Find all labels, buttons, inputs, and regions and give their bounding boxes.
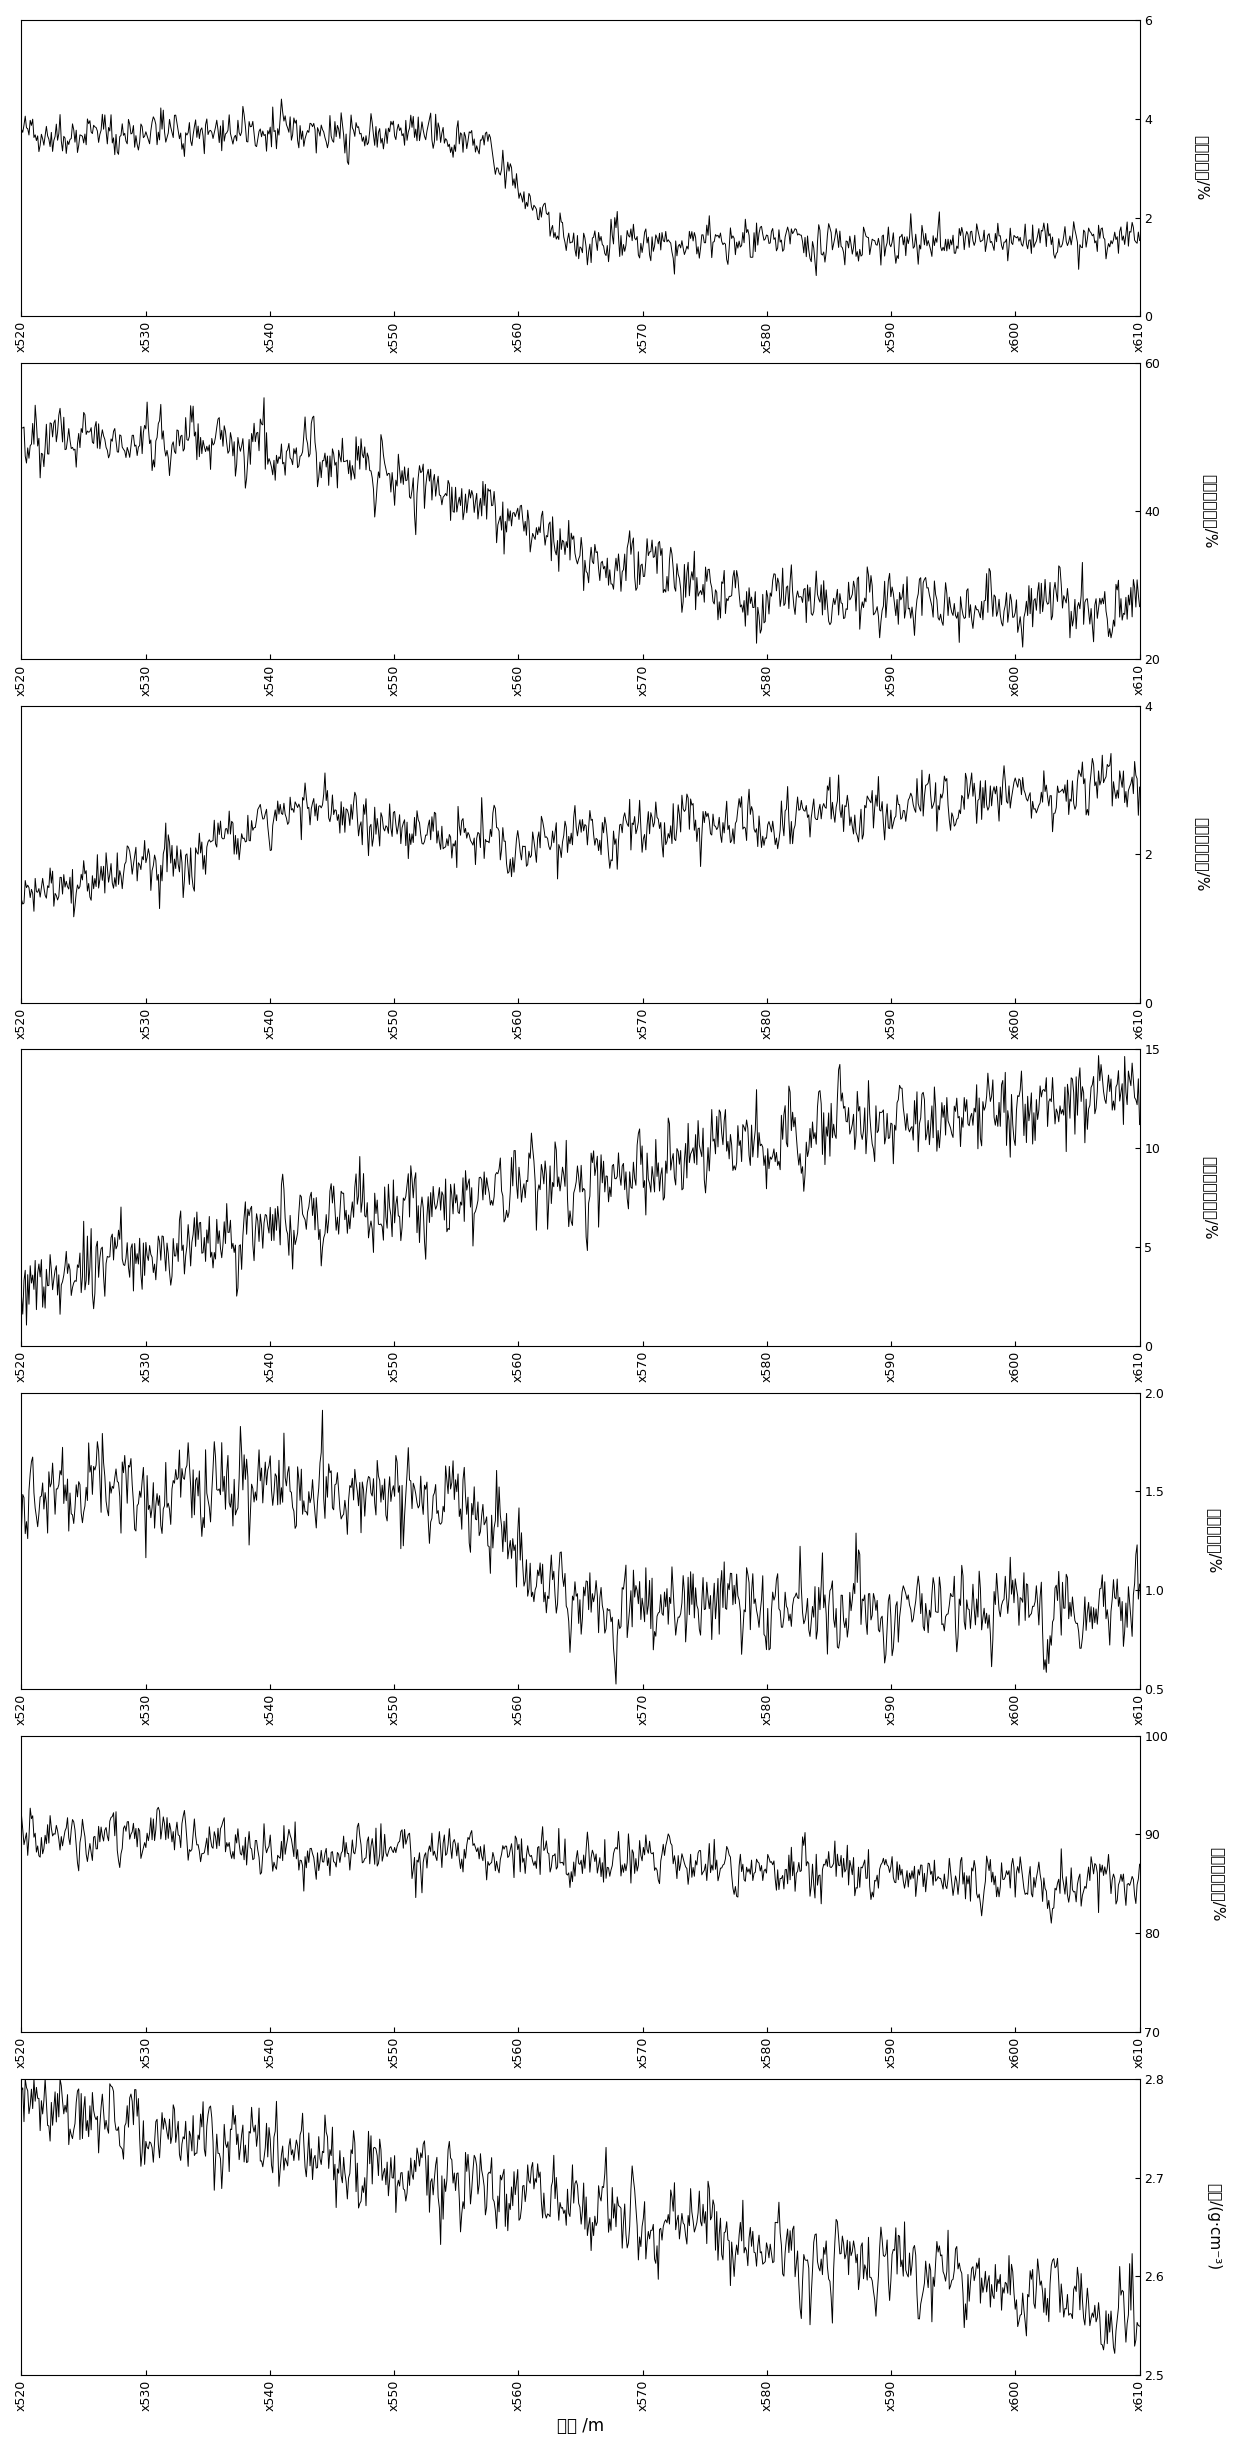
X-axis label: 深度 /m: 深度 /m <box>557 2418 604 2435</box>
Y-axis label: 有机质孔隙度/%: 有机质孔隙度/% <box>1194 818 1209 892</box>
Y-axis label: 骨架孔隙度/%: 骨架孔隙度/% <box>1207 1509 1221 1573</box>
Y-axis label: 骨架体积含量/%: 骨架体积含量/% <box>1210 1847 1225 1921</box>
Y-axis label: 粘土体积含量/%: 粘土体积含量/% <box>1202 473 1216 549</box>
Y-axis label: 有机质体积含量/%: 有机质体积含量/% <box>1202 1156 1216 1240</box>
Y-axis label: 密度/(g·cm⁻³): 密度/(g·cm⁻³) <box>1207 2183 1221 2271</box>
Y-axis label: 粘土孔隙度/%: 粘土孔隙度/% <box>1194 135 1209 201</box>
